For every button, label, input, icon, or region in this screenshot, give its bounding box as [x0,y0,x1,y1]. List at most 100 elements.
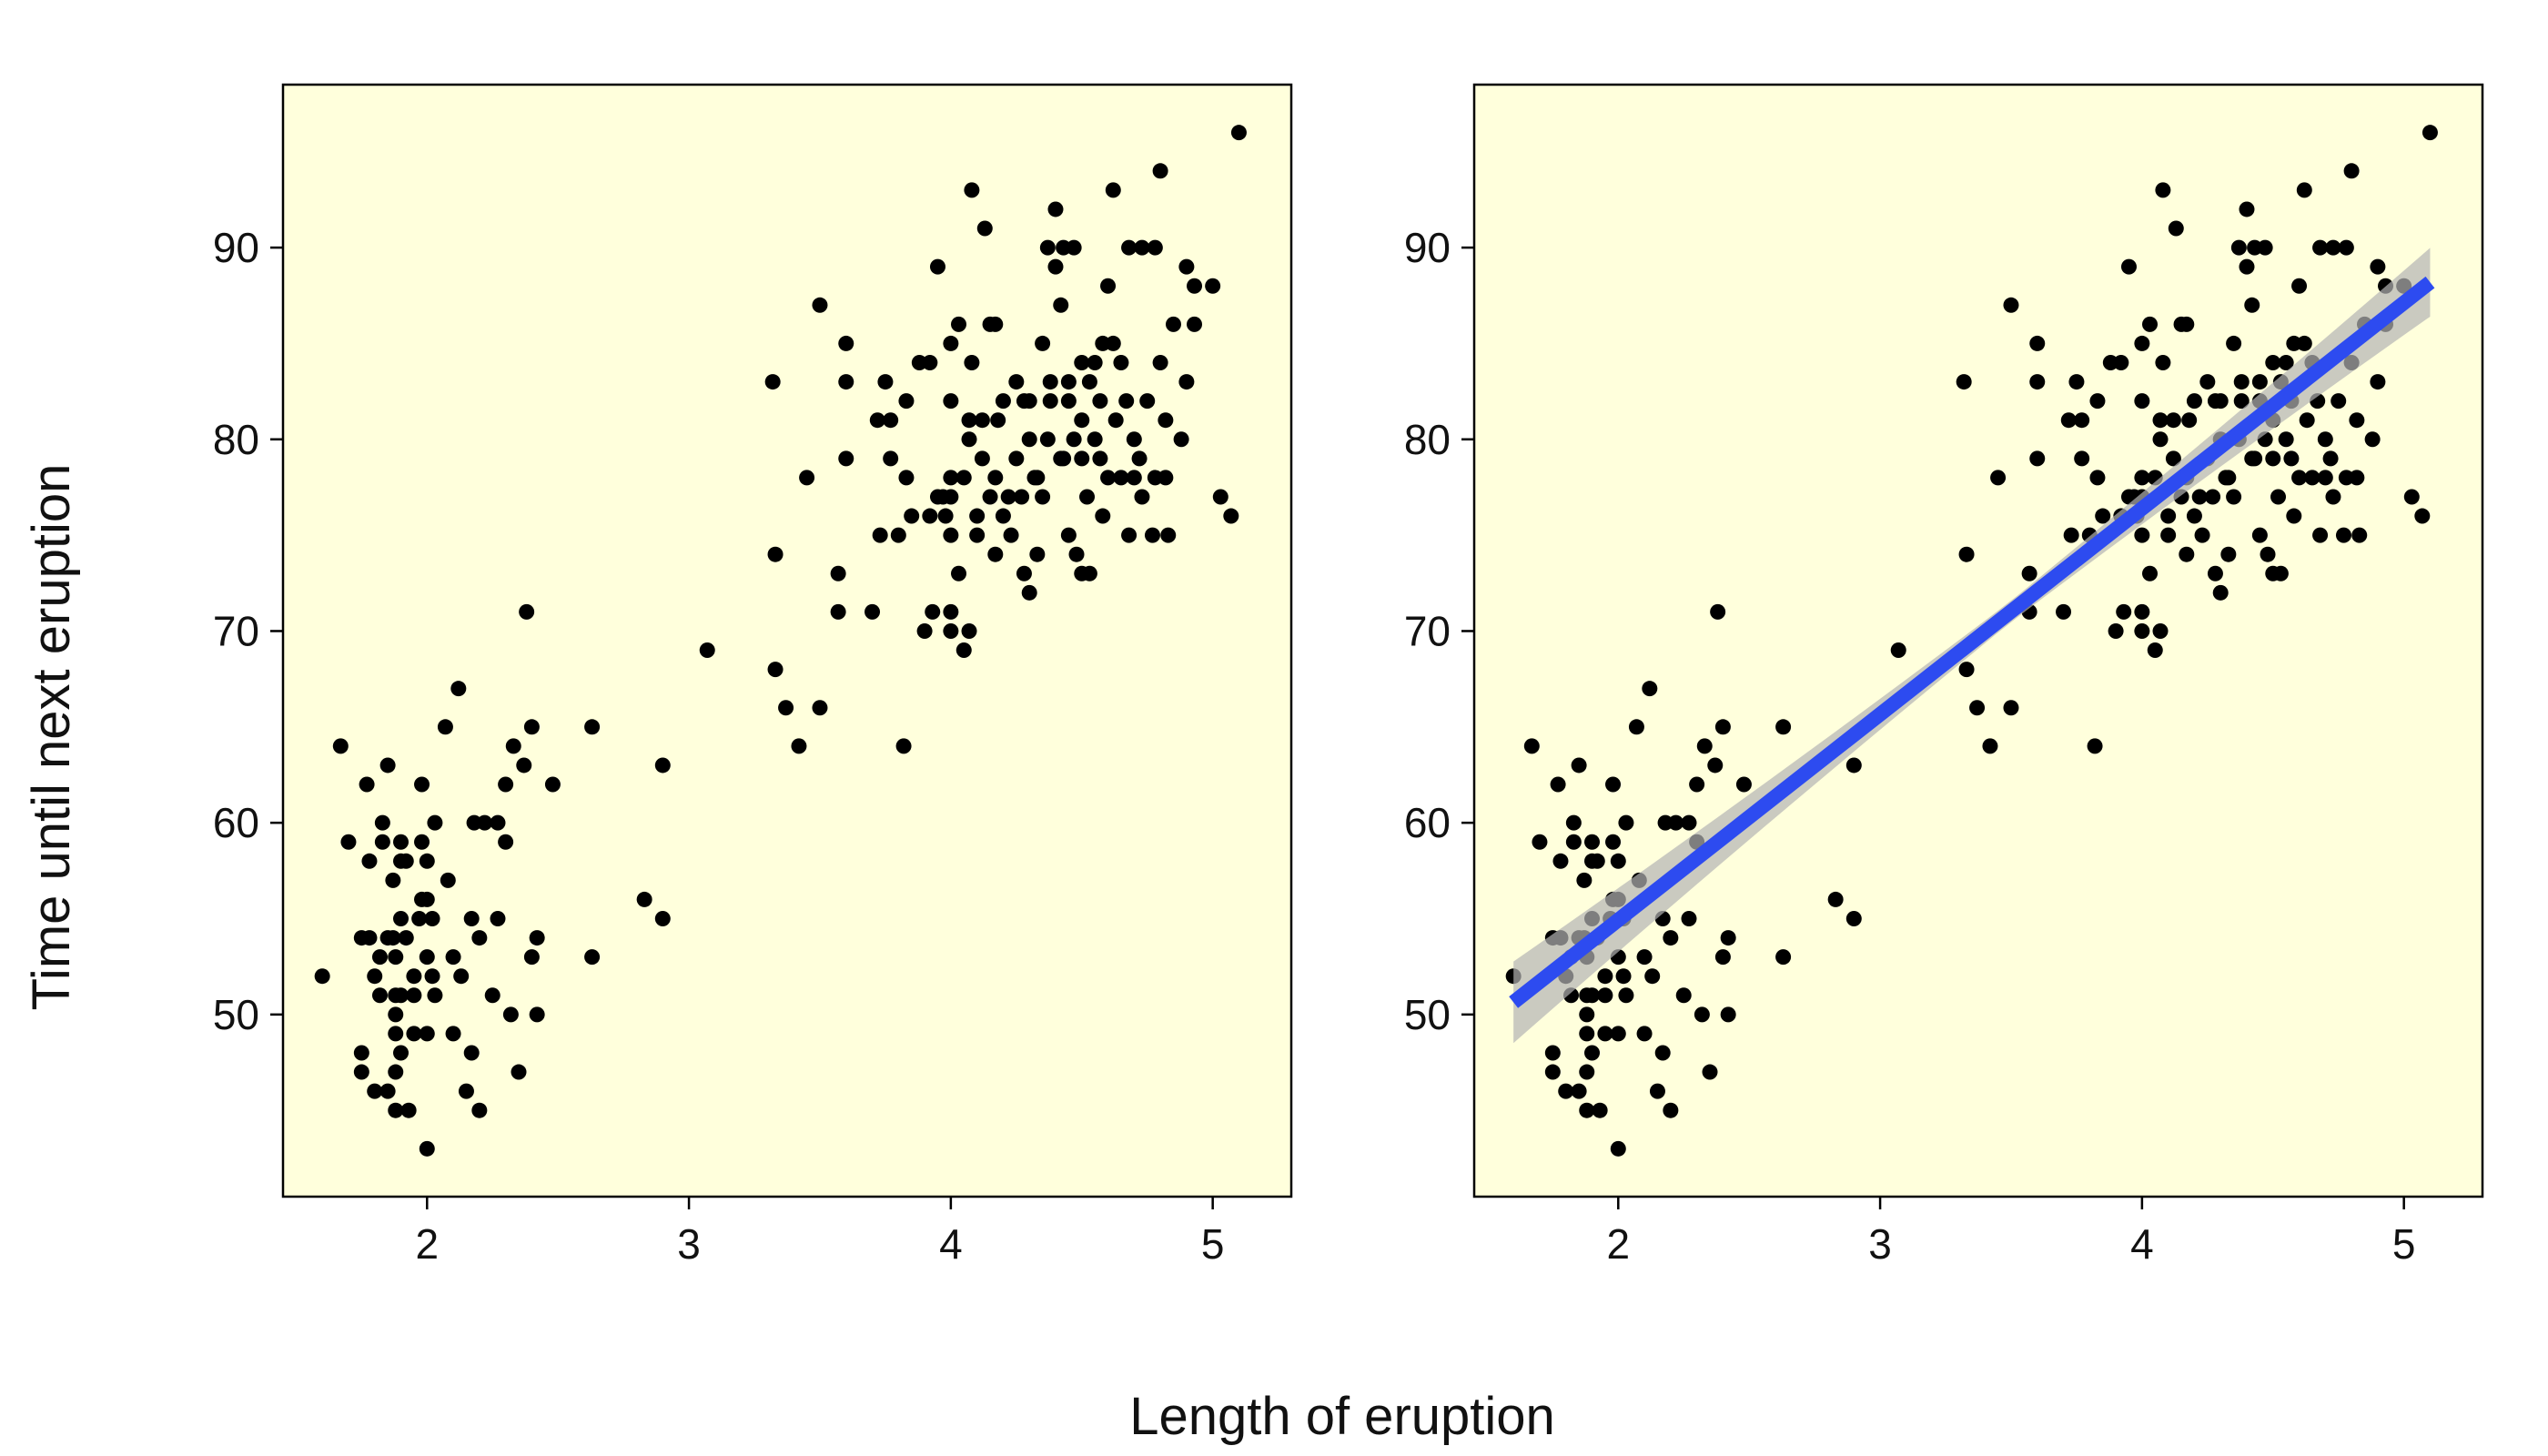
data-point [1654,1045,1671,1061]
data-point [1584,987,1601,1004]
x-tick-label: 2 [415,1220,439,1268]
data-point [414,834,430,850]
data-point [1139,393,1156,410]
data-point [393,987,410,1004]
data-point [2338,239,2354,256]
data-point [400,1102,417,1118]
data-point [1565,834,1582,850]
data-point [974,412,990,429]
data-point [445,1026,461,1042]
data-point [2068,374,2085,390]
y-tick-label: 60 [213,799,259,846]
data-point [2272,565,2289,581]
data-point [406,968,422,985]
data-point [490,911,506,926]
data-point [2003,700,2019,716]
data-point [1187,278,1203,294]
data-point [2291,278,2308,294]
data-point [2199,374,2216,390]
data-point [904,508,920,524]
data-point [2060,412,2077,429]
data-point [419,1140,435,1157]
data-point [2260,546,2276,562]
data-point [1610,1026,1626,1042]
data-point [2239,201,2255,217]
data-point [367,968,383,985]
data-point [767,662,784,678]
data-point [1178,374,1195,390]
data-point [982,489,998,505]
data-point [1021,584,1037,601]
data-point [929,258,945,275]
data-point [385,872,401,888]
data-point [1118,393,1135,410]
data-point [1113,470,1129,486]
data-point [2322,450,2339,467]
data-point [1068,546,1085,562]
data-point [1021,393,1037,410]
regression-line [1509,276,2435,1008]
data-point [1714,719,1731,735]
data-point [1074,450,1090,467]
data-point [1845,757,1862,774]
data-point [2147,642,2163,659]
data-point [314,968,330,985]
data-point [864,603,881,620]
data-point [2422,125,2438,141]
data-point [1827,891,1844,907]
data-point [1584,834,1601,850]
data-point [2304,470,2320,486]
data-point [1134,239,1150,256]
x-tick-label: 5 [2392,1220,2416,1268]
data-point [1618,814,1634,831]
data-point [1642,681,1658,697]
data-point [838,450,854,467]
data-point [956,642,972,659]
data-point [943,470,959,486]
data-point [1039,431,1056,448]
data-point [937,508,954,524]
data-point [2265,450,2281,467]
data-point [1152,355,1168,370]
data-point [2186,393,2202,410]
data-point [922,508,938,524]
data-point [951,565,967,581]
y-tick-label: 50 [213,991,259,1038]
data-point [2230,239,2247,256]
data-point [995,508,1011,524]
data-point [1584,1045,1601,1061]
data-point [2351,527,2368,543]
data-point [2089,470,2106,486]
data-point [2152,412,2169,429]
data-point [956,470,972,486]
data-point [1775,719,1792,735]
data-point [498,834,514,850]
data-point [361,853,378,869]
data-point [1081,565,1097,581]
data-point [2168,220,2184,237]
data-point [1532,834,1548,850]
data-point [1544,1045,1561,1061]
data-point [1121,527,1138,543]
data-point [883,412,899,429]
data-point [458,1083,474,1099]
data-point [584,719,601,735]
data-point [1592,1102,1608,1118]
data-point [1714,949,1731,966]
data-point [463,1045,480,1061]
data-point [1579,1026,1595,1042]
data-point [2312,239,2329,256]
data-point [1074,412,1090,429]
data-point [374,814,390,831]
data-point [353,1064,369,1080]
data-point [505,738,521,754]
data-point [943,489,959,505]
data-point [2226,335,2242,351]
data-point [2134,622,2150,639]
data-point [453,968,470,985]
data-point [969,508,986,524]
data-point [2160,508,2177,524]
data-point [450,681,467,697]
data-point [2191,489,2208,505]
x-tick-label: 3 [1868,1220,1892,1268]
